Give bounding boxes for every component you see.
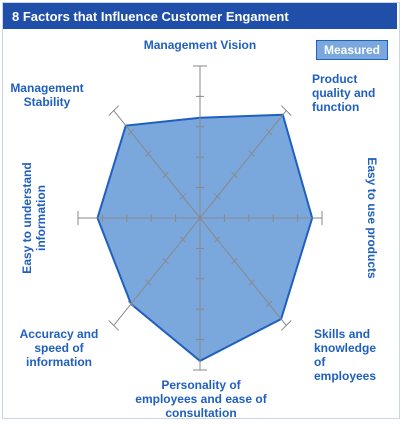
tick-mark xyxy=(179,193,186,200)
tick-mark xyxy=(280,320,292,331)
tick-mark xyxy=(145,279,152,286)
category-label: Personality of employees and ease of con… xyxy=(135,378,267,420)
radar-area xyxy=(96,113,314,363)
axis-line xyxy=(199,217,287,326)
tick-mark xyxy=(162,257,169,265)
tick-mark xyxy=(127,128,135,136)
tick-mark xyxy=(248,279,255,286)
tick-mark xyxy=(214,193,221,200)
tick-mark xyxy=(231,257,238,265)
axis-line xyxy=(199,110,287,219)
category-label: Accuracy and speed of information xyxy=(19,327,99,369)
tick-mark xyxy=(214,236,221,243)
category-label: Product quality and function xyxy=(312,72,376,114)
tick-mark xyxy=(231,171,238,179)
tick-mark xyxy=(179,236,186,243)
tick-mark xyxy=(265,300,273,308)
tick-mark xyxy=(162,171,169,179)
legend-entry: Measured xyxy=(316,40,388,60)
tick-mark xyxy=(127,300,135,308)
category-label: Skills and knowledge of employees xyxy=(314,327,377,383)
category-label: Easy to use products xyxy=(365,157,379,279)
axis-line xyxy=(113,110,201,219)
category-label: Management Stability xyxy=(10,81,84,109)
category-label: Easy to understand information xyxy=(20,162,48,274)
tick-mark xyxy=(280,105,292,116)
tick-mark xyxy=(145,150,152,157)
tick-mark xyxy=(265,128,273,136)
tick-mark xyxy=(108,105,120,116)
tick-mark xyxy=(248,150,255,157)
chart-title: 8 Factors that Influence Customer Engame… xyxy=(12,9,289,24)
axis-line xyxy=(113,217,201,326)
tick-mark xyxy=(108,320,120,331)
category-label: Management Vision xyxy=(143,38,257,52)
title-bar: 8 Factors that Influence Customer Engame… xyxy=(3,3,397,29)
